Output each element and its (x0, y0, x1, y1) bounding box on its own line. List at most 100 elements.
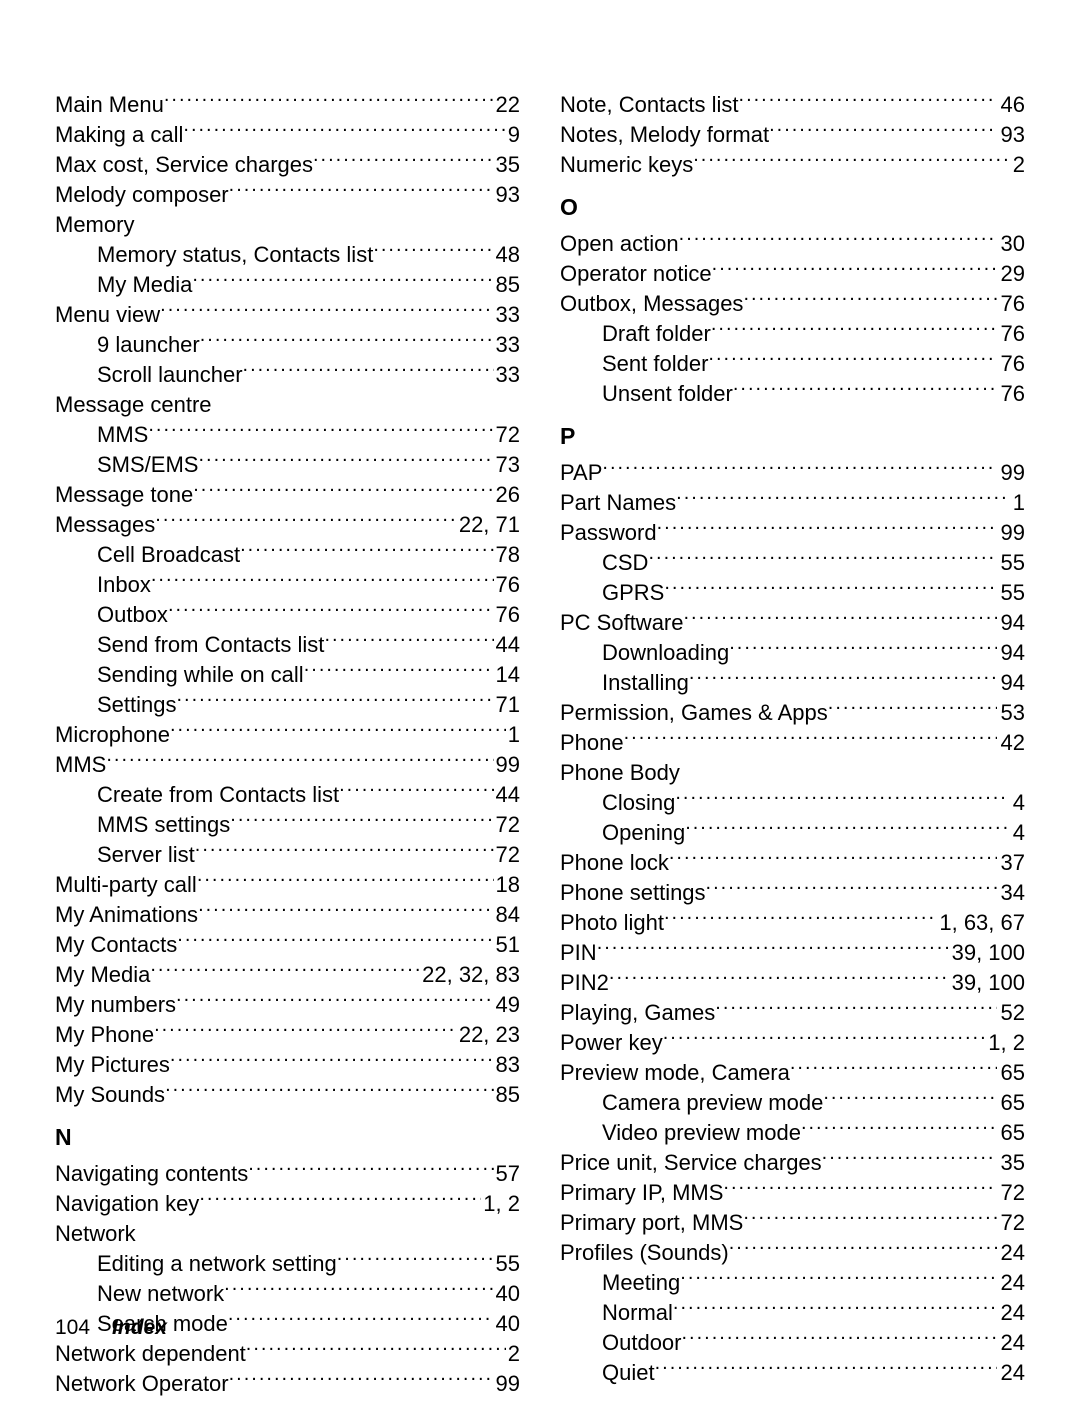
entry-page: 14 (494, 660, 520, 690)
entry-label: Phone (560, 728, 624, 758)
entry-page: 30 (997, 229, 1025, 259)
entry-page: 44 (494, 630, 520, 660)
entry-page: 99 (997, 518, 1025, 548)
entry-page: 99 (494, 1369, 520, 1399)
entry-page: 24 (997, 1238, 1025, 1268)
index-entry: Video preview mode65 (560, 1118, 1025, 1148)
entry-page: 94 (997, 638, 1025, 668)
index-entry: Notes, Melody format93 (560, 120, 1025, 150)
leader-dots (729, 1238, 997, 1260)
entry-page: 76 (997, 379, 1025, 409)
entry-label: Permission, Games & Apps (560, 698, 828, 728)
entry-page: 46 (997, 90, 1025, 120)
leader-dots (712, 259, 997, 281)
index-entry: Password99 (560, 518, 1025, 548)
index-entry: Network dependent2 (55, 1339, 520, 1369)
entry-page: 72 (997, 1208, 1025, 1238)
leader-dots (246, 1339, 506, 1361)
entry-page: 72 (494, 420, 520, 450)
leader-dots (230, 810, 493, 832)
index-entry: Scroll launcher33 (55, 360, 520, 390)
entry-label: Network Operator (55, 1369, 229, 1399)
entry-page: 72 (997, 1178, 1025, 1208)
entry-page: 18 (494, 870, 520, 900)
entry-label: Memory (55, 210, 134, 240)
entry-label: Messages (55, 510, 155, 540)
index-entry: Message centre (55, 390, 520, 420)
entry-page: 37 (997, 848, 1025, 878)
entry-page: 33 (494, 360, 520, 390)
entry-label: Sending while on call (97, 660, 304, 690)
index-entry: Operator notice29 (560, 259, 1025, 289)
entry-page: 33 (494, 330, 520, 360)
entry-label: Phone settings (560, 878, 706, 908)
entry-page: 34 (997, 878, 1025, 908)
entry-page: 40 (494, 1309, 520, 1339)
entry-label: Main Menu (55, 90, 164, 120)
index-entry: Camera preview mode65 (560, 1088, 1025, 1118)
entry-label: Editing a network setting (97, 1249, 337, 1279)
index-entry: Primary port, MMS 72 (560, 1208, 1025, 1238)
entry-label: My Sounds (55, 1080, 165, 1110)
leader-dots (664, 908, 935, 930)
entry-label: PAP (560, 458, 602, 488)
leader-dots (200, 330, 494, 352)
index-entry: Part Names1 (560, 488, 1025, 518)
leader-dots (304, 660, 494, 682)
index-entry: Melody composer93 (55, 180, 520, 210)
leader-dots (673, 1298, 997, 1320)
leader-dots (177, 690, 494, 712)
entry-page: 83 (494, 1050, 520, 1080)
leader-dots (739, 90, 997, 112)
leader-dots (373, 240, 493, 262)
leader-dots (224, 1279, 493, 1301)
index-entry: Downloading94 (560, 638, 1025, 668)
index-entry: CSD55 (560, 548, 1025, 578)
entry-page: 22, 71 (457, 510, 520, 540)
entry-label: My Contacts (55, 930, 177, 960)
entry-page: 52 (997, 998, 1025, 1028)
leader-dots (733, 379, 997, 401)
entry-page: 26 (494, 480, 520, 510)
leader-dots (193, 480, 493, 502)
entry-page: 93 (997, 120, 1025, 150)
entry-label: MMS (97, 420, 148, 450)
entry-label: 9 launcher (97, 330, 200, 360)
leader-dots (822, 1148, 997, 1170)
leader-dots (663, 1028, 985, 1050)
leader-dots (790, 1058, 997, 1080)
entry-label: MMS settings (97, 810, 230, 840)
entry-label: Navigating contents (55, 1159, 248, 1189)
index-entry: Server list72 (55, 840, 520, 870)
leader-dots (170, 720, 506, 742)
leader-dots (743, 1208, 996, 1230)
entry-label: Multi-party call (55, 870, 197, 900)
entry-page: 76 (494, 600, 520, 630)
leader-dots (168, 600, 494, 622)
right-column: Note, Contacts list46Notes, Melody forma… (560, 90, 1025, 1290)
leader-dots (706, 878, 997, 900)
entry-label: Installing (602, 668, 689, 698)
section-heading: N (55, 1124, 520, 1151)
entry-label: Network dependent (55, 1339, 246, 1369)
index-entry: Playing, Games52 (560, 998, 1025, 1028)
index-entry: Note, Contacts list46 (560, 90, 1025, 120)
leader-dots (165, 1080, 493, 1102)
index-entry: My Media85 (55, 270, 520, 300)
entry-label: Primary port, MMS (560, 1208, 743, 1238)
entry-page: 4 (1009, 788, 1025, 818)
entry-page: 55 (997, 578, 1025, 608)
entry-page: 76 (997, 349, 1025, 379)
entry-page: 2 (1009, 150, 1025, 180)
entry-label: My Phone (55, 1020, 154, 1050)
leader-dots (715, 998, 996, 1020)
entry-page: 1, 63, 67 (935, 908, 1025, 938)
leader-dots (684, 608, 997, 630)
entry-page: 1 (506, 720, 520, 750)
entry-page: 55 (494, 1249, 520, 1279)
index-entry: Network (55, 1219, 520, 1249)
leader-dots (148, 420, 493, 442)
entry-label: GPRS (602, 578, 664, 608)
entry-page: 93 (494, 180, 520, 210)
index-entry: Draft folder76 (560, 319, 1025, 349)
